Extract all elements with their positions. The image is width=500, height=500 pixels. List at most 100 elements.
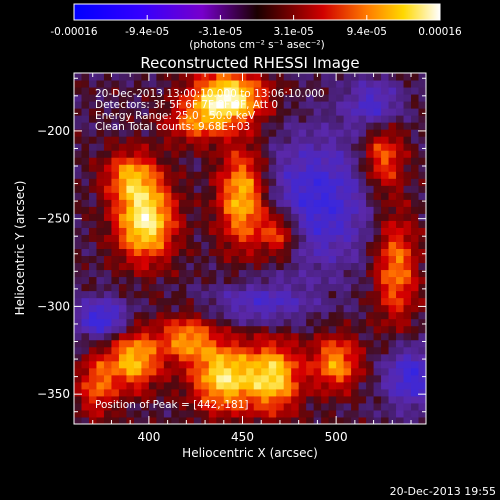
heatmap-cell	[388, 367, 397, 376]
heatmap-cell	[336, 206, 345, 214]
heatmap-cell	[133, 367, 142, 376]
heatmap-cell	[126, 157, 135, 165]
heatmap-cell	[366, 297, 375, 306]
heatmap-cell	[321, 206, 330, 214]
heatmap-cell	[418, 129, 426, 137]
heatmap-cell	[193, 367, 202, 376]
heatmap-cell	[103, 297, 112, 306]
heatmap-cell	[343, 87, 352, 95]
heatmap-cell	[358, 206, 367, 214]
heatmap-cell	[216, 409, 225, 418]
heatmap-cell	[156, 94, 165, 102]
heatmap-cell	[171, 220, 180, 228]
heatmap-cell	[103, 234, 112, 242]
heatmap-cell	[328, 136, 337, 144]
heatmap-cell	[111, 143, 120, 151]
heatmap-cell	[178, 290, 187, 299]
heatmap-cell	[156, 304, 165, 313]
heatmap-cell	[268, 311, 277, 320]
heatmap-cell	[351, 199, 360, 207]
heatmap-cell	[133, 409, 142, 418]
heatmap-cell	[336, 262, 345, 271]
heatmap-cell	[313, 157, 322, 165]
heatmap-cell	[171, 108, 180, 116]
heatmap-cell	[291, 171, 300, 179]
heatmap-cell	[291, 311, 300, 320]
heatmap-cell	[396, 304, 405, 313]
heatmap-cell	[103, 381, 112, 390]
heatmap-cell	[328, 416, 337, 424]
heatmap-cell	[118, 297, 127, 306]
x-axis-label: Heliocentric X (arcsec)	[182, 446, 318, 460]
heatmap-cell	[291, 290, 300, 299]
heatmap-cell	[118, 339, 127, 348]
heatmap-cell	[403, 297, 412, 306]
heatmap-cell	[141, 395, 150, 404]
heatmap-cell	[411, 409, 420, 418]
heatmap-cell	[381, 122, 390, 130]
heatmap-cell	[103, 388, 112, 397]
heatmap-cell	[321, 171, 330, 179]
heatmap-cell	[201, 87, 210, 95]
heatmap-cell	[171, 234, 180, 242]
heatmap-cell	[74, 346, 82, 355]
heatmap-cell	[381, 318, 390, 327]
heatmap-cell	[178, 227, 187, 235]
heatmap-cell	[366, 199, 375, 207]
heatmap-cell	[276, 171, 285, 179]
heatmap-cell	[156, 269, 165, 278]
heatmap-cell	[321, 416, 330, 424]
heatmap-cell	[253, 164, 262, 172]
heatmap-cell	[163, 374, 172, 383]
heatmap-cell	[388, 206, 397, 214]
heatmap-cell	[171, 297, 180, 306]
heatmap-cell	[156, 227, 165, 235]
heatmap-cell	[141, 255, 150, 264]
heatmap-cell	[81, 318, 90, 327]
heatmap-cell	[268, 164, 277, 172]
heatmap-cell	[283, 416, 292, 424]
heatmap-cell	[246, 339, 255, 348]
heatmap-cell	[148, 192, 157, 200]
heatmap-cell	[381, 409, 390, 418]
heatmap-cell	[186, 395, 195, 404]
heatmap-cell	[283, 234, 292, 242]
heatmap-cell	[238, 332, 247, 341]
heatmap-cell	[336, 297, 345, 306]
heatmap-cell	[268, 199, 277, 207]
heatmap-cell	[223, 94, 232, 102]
heatmap-cell	[238, 297, 247, 306]
heatmap-cell	[216, 115, 225, 123]
heatmap-cell	[358, 248, 367, 257]
heatmap-cell	[141, 115, 150, 123]
heatmap-cell	[88, 108, 97, 116]
heatmap-cell	[126, 199, 135, 207]
heatmap-cell	[321, 262, 330, 271]
heatmap-cell	[103, 115, 112, 123]
heatmap-cell	[201, 339, 210, 348]
heatmap-cell	[88, 304, 97, 313]
heatmap-cell	[111, 227, 120, 235]
heatmap-cell	[343, 150, 352, 158]
heatmap-cell	[366, 129, 375, 137]
heatmap-cell	[133, 262, 142, 271]
heatmap-cell	[411, 332, 420, 341]
heatmap-cell	[148, 73, 157, 81]
heatmap-cell	[306, 199, 315, 207]
heatmap-cell	[268, 73, 277, 81]
heatmap-cell	[411, 402, 420, 411]
heatmap-cell	[148, 234, 157, 242]
heatmap-cell	[111, 381, 120, 390]
heatmap-cell	[81, 206, 90, 214]
heatmap-cell	[313, 381, 322, 390]
heatmap-cell	[231, 388, 240, 397]
heatmap-cell	[291, 360, 300, 369]
heatmap-cell	[103, 129, 112, 137]
heatmap-cell	[246, 283, 255, 292]
heatmap-cell	[268, 157, 277, 165]
heatmap-cell	[291, 164, 300, 172]
heatmap-cell	[74, 381, 82, 390]
heatmap-cell	[141, 143, 150, 151]
heatmap-cell	[306, 353, 315, 362]
heatmap-cell	[88, 269, 97, 278]
